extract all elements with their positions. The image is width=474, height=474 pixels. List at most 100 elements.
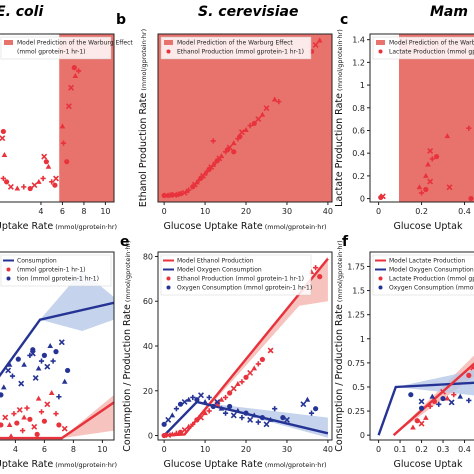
x-tick-label: 4 [13,445,18,454]
y-axis-label: Lactate Production Rate (mmol/gprotein·h… [334,29,345,207]
legend-label: Oxygen Consumption (mmol gprotein-1 hr-1… [177,285,312,292]
data-point [45,163,52,169]
data-point [177,429,184,435]
data-point [451,392,457,398]
data-point [47,343,53,348]
data-point [425,161,431,167]
data-point [18,380,25,387]
panel-letter: f [342,234,349,250]
legend-marker [6,276,11,281]
data-point [202,170,208,176]
data-point [169,431,176,437]
y-axis-label: Ethanol Production Rate (mmol/gprotein·h… [138,29,149,207]
data-point [206,408,212,414]
y-tick-label: 0.5 [352,383,365,392]
legend-box [0,36,112,60]
warburg-region [59,34,114,202]
x-tick-label: 0.1 [394,445,407,454]
y-tick-label: 0.75 [347,359,365,368]
data-point [14,420,20,426]
y-tick-label: 0 [360,431,365,440]
data-point [440,388,447,395]
x-tick-label: 0.3 [437,445,450,454]
legend-label: Ethanol Production (mmol gprotein-1 hr-1… [177,49,304,56]
data-point [43,159,49,165]
data-point [58,339,65,346]
data-point [16,406,23,413]
data-point [308,410,315,416]
data-point [52,182,58,188]
data-point [316,37,323,43]
data-point [243,127,249,132]
x-tick-label: 20 [241,445,251,454]
x-tick-label: 30 [282,207,292,216]
data-point [317,274,323,280]
data-point [6,361,13,367]
data-point [433,153,440,160]
data-point [218,153,225,159]
data-point [21,184,27,190]
data-point [41,153,48,160]
y-tick-label: 0.25 [347,407,365,416]
data-point [190,421,196,427]
y-tick-label: 0 [360,195,365,204]
legend-label: Lactate Production (mmol gprotein-1 hr-1… [389,276,474,283]
data-point [177,191,184,197]
y-tick-label: 1.5 [352,287,365,296]
panel-d: 4 6 8 10 Uptake Rate (mmol/gprotein·hr) Consu… [0,251,117,470]
y-tick-label: 1.4 [352,36,365,45]
data-point [190,394,196,401]
data-point [0,135,6,142]
data-point [466,125,472,131]
axes-frame [157,33,333,203]
panel-letter: c [340,12,348,28]
x-tick-label: 0 [376,445,381,454]
data-point [267,416,274,422]
data-point [5,367,12,374]
x-tick-label: 40 [323,445,333,454]
y-tick-label: 20 [143,387,153,396]
data-point [173,430,180,436]
legend-label: Model Lactate Production [389,258,465,265]
y-tick-label: 1 [360,335,365,344]
confidence-band [61,394,114,439]
data-point [251,120,257,127]
legend-label: Model Prediction of the Warburg Effect [389,40,474,47]
data-point [21,361,27,367]
x-tick-label: 20 [241,207,251,216]
x-axis-label: Glucose Uptak [394,459,463,470]
series-red [378,125,474,202]
data-point [194,179,200,185]
x-tick-label: 10 [200,445,210,454]
data-point [243,410,249,416]
legend-marker [378,276,383,281]
legend: Model Prediction of the Warburg Effect Et… [160,36,312,60]
data-point [259,111,266,117]
x-tick-label: 10 [100,207,110,216]
data-point [165,416,172,423]
data-point [427,178,434,185]
axes-frame [0,251,115,441]
y-tick-label: 0.6 [352,126,365,135]
data-point [20,428,26,434]
data-point [239,379,245,385]
legend-label: Model Oxygen Consumption [389,267,474,274]
data-point [416,184,423,190]
data-point [418,420,425,427]
data-point [35,395,42,401]
data-point [53,175,59,182]
data-point [177,401,184,407]
data-point [41,352,48,358]
legend-marker [166,49,171,54]
data-point [32,374,39,381]
data-point [2,414,9,421]
data-point [300,401,307,408]
y-tick-label: 1 [360,81,365,90]
axes-frame [369,251,474,441]
data-point [444,395,451,401]
data-point [280,415,286,421]
data-point [235,407,241,413]
axes-frame [0,33,115,203]
legend-box [160,36,312,60]
data-point [379,193,386,200]
